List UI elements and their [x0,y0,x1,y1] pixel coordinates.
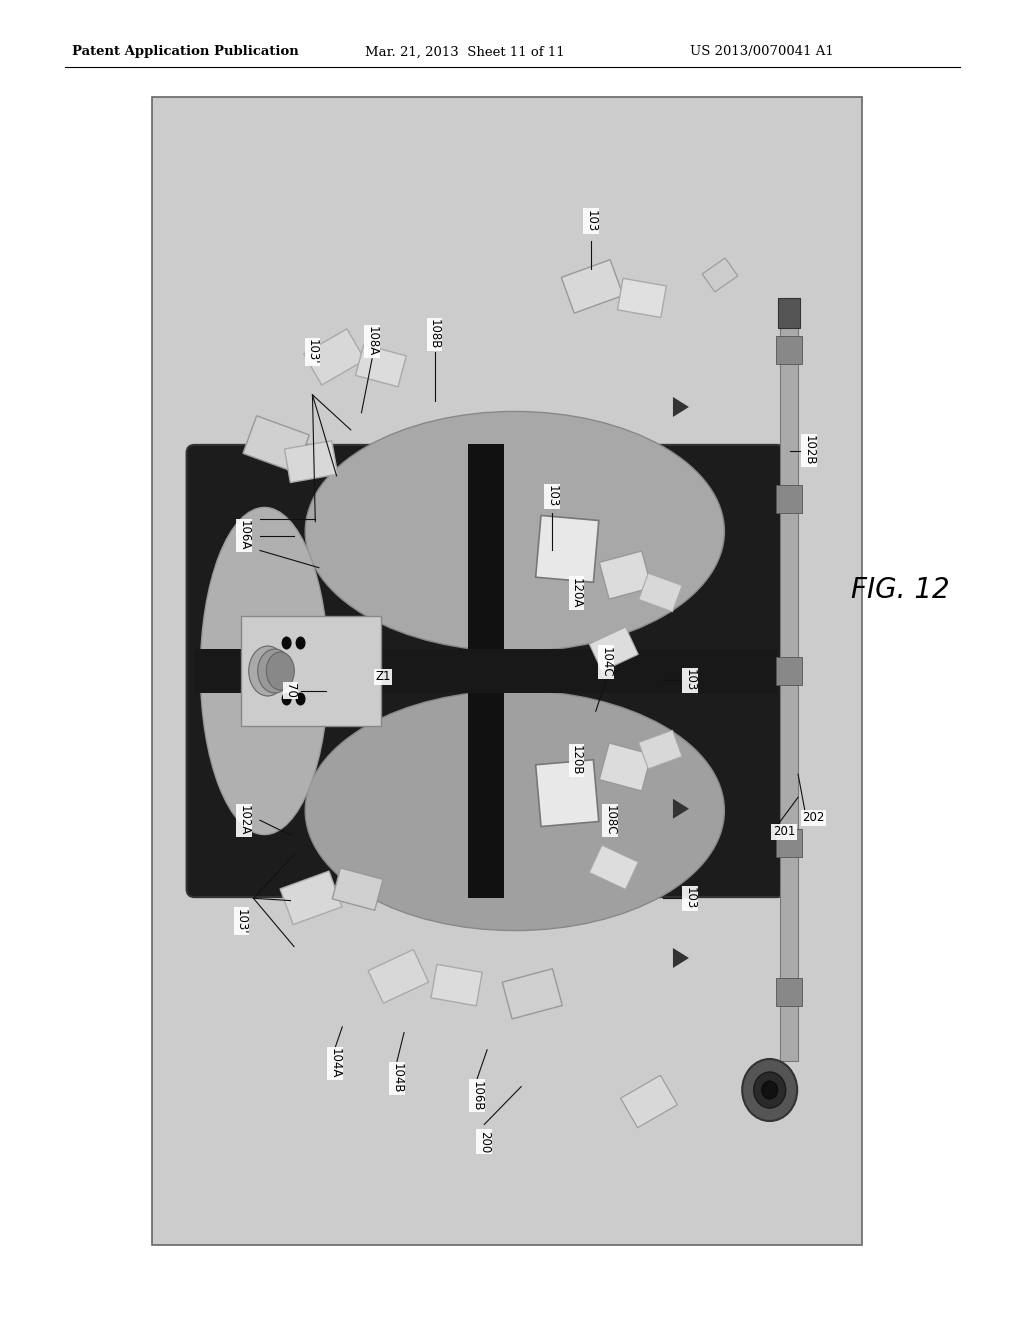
Polygon shape [243,416,309,473]
Ellipse shape [258,649,292,693]
Text: Mar. 21, 2013  Sheet 11 of 11: Mar. 21, 2013 Sheet 11 of 11 [365,45,564,58]
Text: Patent Application Publication: Patent Application Publication [72,45,299,58]
Ellipse shape [282,693,292,705]
Ellipse shape [201,507,329,834]
Ellipse shape [305,412,724,651]
Text: Z1: Z1 [375,671,390,684]
Text: 103': 103' [306,339,318,364]
Text: US 2013/0070041 A1: US 2013/0070041 A1 [690,45,834,58]
Text: 202: 202 [803,812,825,825]
Polygon shape [536,515,599,582]
Polygon shape [561,260,624,313]
Bar [776,829,803,857]
Text: 103: 103 [684,887,696,909]
Text: 103: 103 [585,210,597,232]
Polygon shape [355,345,407,387]
Text: 108B: 108B [428,319,441,350]
Text: 70: 70 [284,682,297,698]
Polygon shape [673,948,689,968]
Text: 103': 103' [234,908,248,935]
Text: FIG. 12: FIG. 12 [851,576,949,605]
Polygon shape [599,743,651,791]
Bar [776,978,803,1006]
Text: 102B: 102B [802,436,815,466]
Polygon shape [599,550,651,599]
Polygon shape [590,845,638,890]
FancyBboxPatch shape [186,445,784,898]
Ellipse shape [282,636,292,649]
Text: 104A: 104A [329,1048,342,1078]
Polygon shape [368,949,429,1003]
Polygon shape [285,441,338,483]
Polygon shape [702,257,737,292]
Polygon shape [639,573,682,611]
Text: 102A: 102A [238,805,251,836]
Ellipse shape [296,636,305,649]
Polygon shape [502,969,562,1019]
Text: 106B: 106B [471,1081,483,1111]
Polygon shape [281,871,342,924]
Text: 106A: 106A [238,520,251,550]
Text: 104C: 104C [600,647,613,677]
Ellipse shape [762,1081,777,1100]
Polygon shape [617,279,667,318]
Polygon shape [673,397,689,417]
Ellipse shape [266,652,294,690]
Polygon shape [621,1076,678,1127]
Polygon shape [332,869,383,911]
Polygon shape [536,760,599,826]
Bar [778,298,801,327]
Text: 201: 201 [773,825,795,838]
Bar [195,649,777,693]
Text: 103: 103 [545,486,558,508]
Ellipse shape [742,1059,798,1121]
Text: 103: 103 [684,669,696,692]
Bar [242,616,381,726]
Ellipse shape [305,690,724,931]
Ellipse shape [296,693,305,705]
Polygon shape [304,329,365,385]
Polygon shape [673,799,689,818]
Text: 108C: 108C [603,805,616,836]
Bar [152,96,862,1245]
Bar [776,657,803,685]
Ellipse shape [754,1072,785,1107]
Bar [776,484,803,512]
Polygon shape [639,730,682,768]
Text: 120B: 120B [570,746,583,776]
Ellipse shape [249,645,287,696]
Bar [468,444,504,898]
Text: 108A: 108A [366,326,379,356]
Text: 200: 200 [478,1130,490,1152]
Text: 104B: 104B [390,1064,403,1094]
Polygon shape [431,965,482,1006]
Text: 120A: 120A [570,578,583,609]
Bar [780,304,799,1061]
Polygon shape [590,627,638,672]
Bar [776,335,803,363]
